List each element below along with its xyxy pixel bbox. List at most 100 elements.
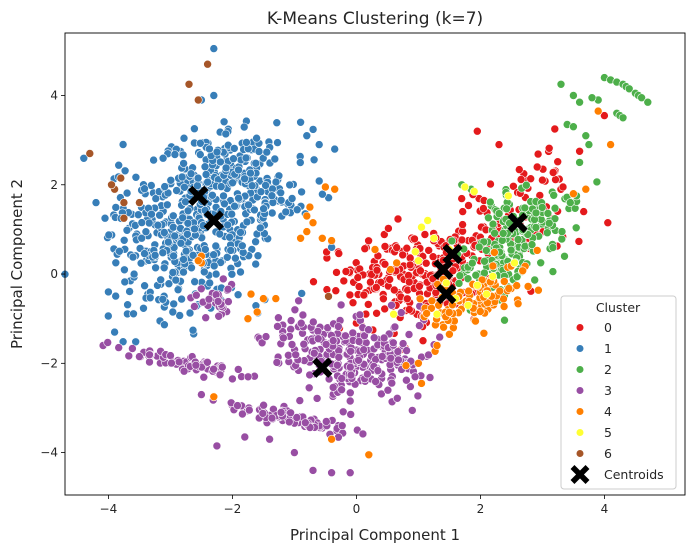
data-point-cluster-1 — [190, 224, 199, 234]
data-point-cluster-2 — [643, 97, 653, 107]
data-point-cluster-1 — [188, 325, 198, 335]
data-point-cluster-0 — [494, 140, 504, 149]
data-point-cluster-3 — [218, 362, 227, 372]
data-point-cluster-5 — [463, 300, 473, 310]
data-point-cluster-3 — [128, 344, 137, 353]
data-point-cluster-3 — [199, 372, 209, 382]
data-point-cluster-3 — [294, 296, 303, 306]
data-point-cluster-3 — [383, 385, 393, 395]
data-point-cluster-0 — [458, 220, 467, 229]
data-point-cluster-0 — [421, 258, 431, 268]
data-point-cluster-1 — [271, 177, 281, 187]
data-point-cluster-3 — [257, 338, 267, 348]
data-point-cluster-0 — [574, 237, 584, 246]
data-point-cluster-0 — [359, 290, 369, 300]
data-point-cluster-1 — [149, 155, 158, 165]
data-point-cluster-2 — [488, 219, 498, 229]
data-point-cluster-0 — [532, 162, 542, 172]
data-point-cluster-1 — [163, 200, 172, 210]
data-point-cluster-2 — [544, 218, 554, 228]
data-point-cluster-1 — [295, 158, 305, 167]
data-point-cluster-5 — [429, 234, 439, 243]
data-point-cluster-3 — [286, 316, 296, 325]
chart-title: K-Means Clustering (k=7) — [267, 9, 483, 29]
data-point-cluster-1 — [185, 308, 195, 318]
data-point-cluster-4 — [513, 299, 523, 309]
data-point-cluster-4 — [593, 106, 603, 116]
data-point-cluster-6 — [116, 173, 126, 183]
data-point-cluster-1 — [201, 170, 211, 179]
x-tick-label: −2 — [224, 502, 242, 516]
data-point-cluster-4 — [512, 281, 522, 290]
data-point-cluster-3 — [425, 373, 435, 382]
data-point-cluster-0 — [345, 290, 355, 300]
data-point-cluster-6 — [107, 180, 116, 190]
data-point-cluster-1 — [179, 133, 189, 143]
data-point-cluster-3 — [337, 421, 347, 431]
data-point-cluster-1 — [308, 125, 318, 134]
data-point-cluster-3 — [321, 340, 331, 349]
data-point-cluster-3 — [363, 369, 372, 379]
data-point-cluster-1 — [177, 294, 186, 304]
data-point-cluster-4 — [569, 189, 578, 198]
series-2 — [447, 73, 653, 325]
data-point-cluster-1 — [254, 147, 264, 156]
data-point-cluster-3 — [346, 410, 356, 419]
legend-marker — [575, 365, 585, 374]
data-point-cluster-1 — [231, 253, 240, 263]
data-point-cluster-0 — [364, 236, 373, 246]
y-tick-label: −4 — [40, 446, 58, 460]
data-point-cluster-5 — [414, 256, 423, 266]
y-tick-label: 4 — [50, 88, 58, 102]
data-point-cluster-3 — [192, 290, 201, 300]
data-point-cluster-1 — [221, 163, 231, 173]
data-point-cluster-0 — [372, 308, 381, 318]
data-point-cluster-0 — [379, 294, 388, 304]
data-point-cluster-1 — [100, 213, 110, 223]
data-point-cluster-3 — [201, 313, 210, 323]
data-point-cluster-0 — [393, 214, 403, 224]
data-point-cluster-1 — [302, 131, 312, 140]
data-point-cluster-1 — [233, 290, 243, 300]
data-point-cluster-6 — [203, 59, 212, 69]
data-point-cluster-0 — [404, 277, 414, 287]
data-point-cluster-0 — [472, 126, 482, 136]
data-point-cluster-1 — [196, 139, 205, 148]
data-point-cluster-3 — [223, 284, 233, 294]
data-point-cluster-0 — [334, 249, 344, 258]
data-point-cluster-0 — [558, 182, 568, 192]
data-point-cluster-1 — [216, 157, 225, 167]
data-point-cluster-0 — [380, 242, 390, 251]
data-point-cluster-1 — [252, 133, 261, 143]
data-point-cluster-1 — [140, 184, 149, 193]
data-point-cluster-1 — [122, 188, 132, 198]
data-point-cluster-1 — [91, 198, 101, 207]
legend-item-1: 1 — [575, 341, 612, 356]
data-point-cluster-4 — [305, 202, 315, 212]
data-point-cluster-4 — [252, 307, 262, 317]
data-point-cluster-6 — [119, 213, 129, 223]
data-point-cluster-5 — [488, 271, 498, 281]
data-point-cluster-3 — [394, 355, 403, 365]
data-point-cluster-4 — [259, 294, 268, 303]
data-point-cluster-1 — [158, 153, 168, 163]
data-point-cluster-0 — [486, 179, 495, 189]
data-point-cluster-1 — [172, 186, 181, 195]
data-point-cluster-5 — [472, 280, 482, 290]
legend: Cluster 0 1 2 3 4 5 6 Centroids — [560, 295, 677, 490]
data-point-cluster-3 — [203, 357, 212, 367]
data-point-cluster-2 — [543, 209, 553, 218]
data-point-cluster-3 — [284, 350, 293, 360]
data-point-cluster-1 — [183, 219, 193, 228]
data-point-cluster-1 — [209, 261, 219, 271]
data-point-cluster-0 — [405, 260, 415, 270]
data-point-cluster-0 — [389, 285, 399, 295]
data-point-cluster-1 — [134, 210, 143, 219]
data-point-cluster-4 — [534, 285, 543, 295]
data-point-cluster-1 — [253, 251, 263, 260]
data-point-cluster-1 — [251, 237, 260, 246]
data-point-cluster-3 — [145, 350, 154, 360]
data-point-cluster-1 — [160, 182, 169, 191]
data-point-cluster-0 — [360, 244, 370, 253]
data-point-cluster-2 — [513, 235, 523, 244]
